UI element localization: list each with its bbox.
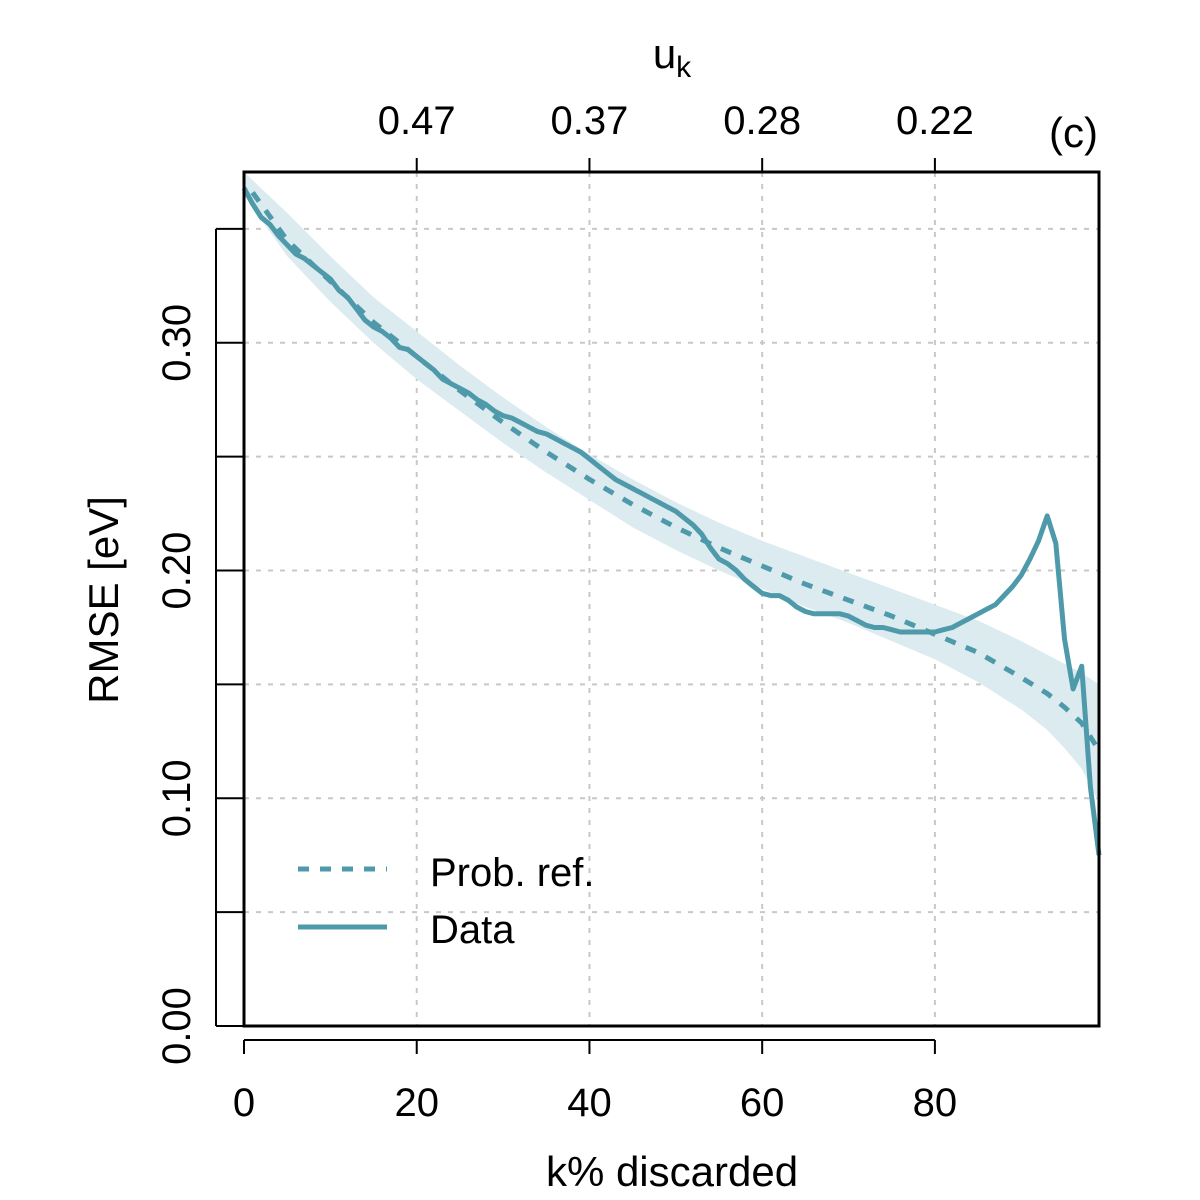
axes: 0 20 40 60 80 0.47 0.37 0.28 0.22 0.00 0.10 0.20 0.3… — [155, 99, 974, 1125]
series-lines — [241, 186, 1102, 856]
top-axis-title: uk — [653, 30, 692, 84]
top-tick-label-0: 0.47 — [378, 99, 456, 143]
top-tick-label-1: 0.37 — [551, 99, 629, 143]
panel-label: (c) — [1049, 109, 1098, 156]
y-tick-label-4: 0.20 — [155, 532, 199, 610]
series-line-data — [241, 186, 1102, 856]
top-tick-label-3: 0.22 — [896, 99, 974, 143]
x-axis-title: k% discarded — [546, 1148, 798, 1195]
x-tick-label-0: 0 — [233, 1081, 255, 1125]
legend: Prob. ref. Data — [298, 851, 595, 952]
y-tick-label-0: 0.00 — [155, 987, 199, 1065]
top-tick-label-2: 0.28 — [723, 99, 801, 143]
x-tick-label-20: 20 — [394, 1081, 439, 1125]
top-axis-title-sub: k — [676, 51, 692, 84]
legend-label-prob-ref: Prob. ref. — [430, 851, 595, 895]
x-tick-label-40: 40 — [567, 1081, 612, 1125]
y-tick-label-6: 0.30 — [155, 304, 199, 382]
y-axis-title: RMSE [eV] — [80, 496, 127, 704]
series-line-prob-ref — [250, 191, 1102, 752]
top-axis-title-main: u — [653, 30, 676, 77]
x-tick-label-80: 80 — [913, 1081, 958, 1125]
grid-lines — [244, 172, 1099, 1026]
y-tick-label-2: 0.10 — [155, 759, 199, 837]
legend-label-data: Data — [430, 908, 515, 952]
x-tick-label-60: 60 — [740, 1081, 785, 1125]
plot-frame — [242, 170, 1101, 1028]
